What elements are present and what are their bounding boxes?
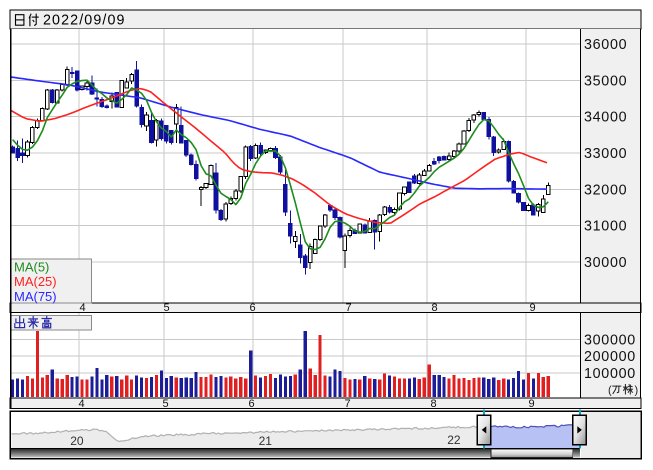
svg-text:31000: 31000 — [584, 219, 627, 235]
svg-text:): ) — [635, 384, 639, 396]
svg-text:MA(75): MA(75) — [14, 289, 57, 304]
svg-text:5: 5 — [162, 398, 168, 410]
svg-text:7: 7 — [344, 398, 350, 410]
svg-text:35000: 35000 — [584, 73, 627, 89]
svg-text:2022/09/09: 2022/09/09 — [43, 13, 126, 29]
svg-text:(: ( — [608, 384, 612, 396]
svg-text:6: 6 — [248, 398, 254, 410]
svg-text:6: 6 — [249, 302, 255, 314]
svg-text:300000: 300000 — [584, 332, 636, 348]
svg-text:200000: 200000 — [584, 349, 636, 365]
svg-text:30000: 30000 — [584, 255, 627, 271]
svg-text:34000: 34000 — [584, 110, 627, 126]
svg-text:21: 21 — [259, 434, 273, 448]
svg-text:32000: 32000 — [584, 182, 627, 198]
svg-text:MA(25): MA(25) — [14, 274, 57, 289]
svg-text:100000: 100000 — [584, 366, 636, 382]
svg-text:22: 22 — [447, 433, 461, 447]
svg-text:MA(5): MA(5) — [14, 260, 49, 275]
svg-text:8: 8 — [431, 302, 437, 314]
svg-text:36000: 36000 — [584, 37, 627, 53]
svg-text:9: 9 — [529, 302, 535, 314]
svg-text:4: 4 — [78, 398, 84, 410]
svg-text:20: 20 — [70, 434, 84, 448]
svg-text:7: 7 — [345, 302, 351, 314]
svg-text:5: 5 — [163, 302, 169, 314]
svg-text:33000: 33000 — [584, 146, 627, 162]
svg-text:8: 8 — [430, 398, 436, 410]
svg-text:4: 4 — [79, 302, 85, 314]
svg-text:9: 9 — [528, 398, 534, 410]
